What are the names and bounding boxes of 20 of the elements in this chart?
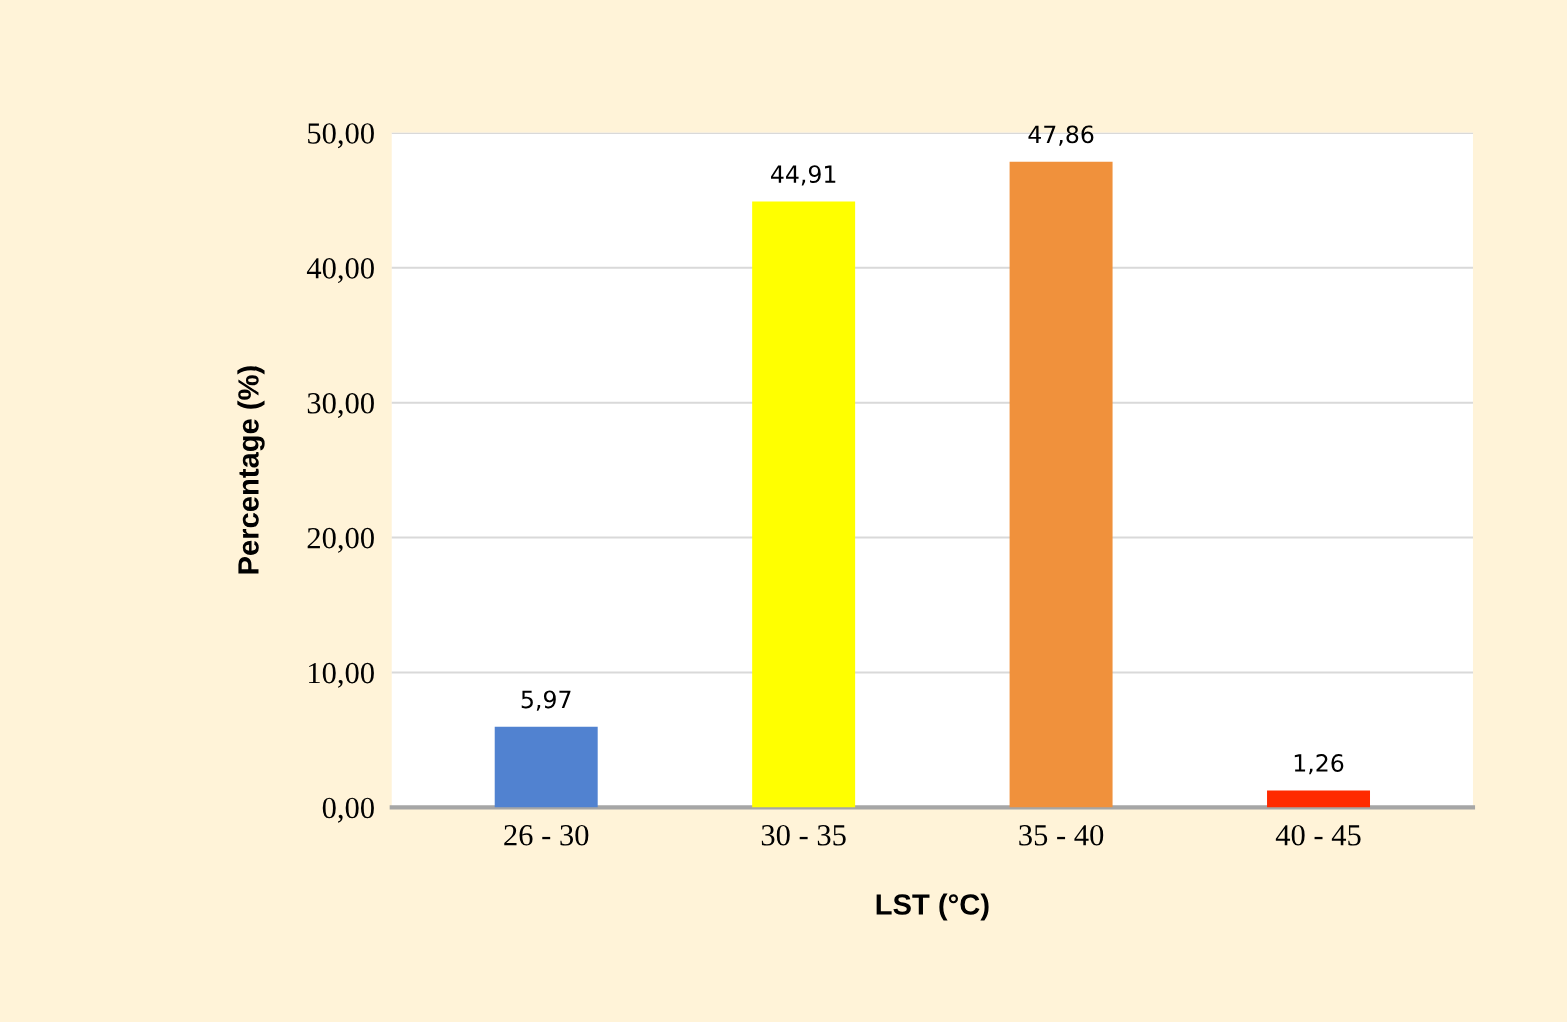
bar	[1267, 790, 1371, 808]
y-tick-label: 20,00	[307, 527, 374, 553]
bar	[1009, 161, 1113, 808]
data-label: 47,86	[1028, 125, 1094, 146]
x-axis-title: LST (°C)	[876, 893, 989, 921]
x-tick-label: 35 - 40	[1019, 824, 1104, 846]
x-tick-label: 26 - 30	[504, 824, 589, 846]
y-tick-label: 40,00	[306, 258, 374, 284]
y-tick-label: 30,00	[307, 392, 374, 418]
bar	[752, 201, 856, 808]
y-tick-label: 50,00	[308, 123, 374, 149]
bar	[494, 726, 598, 808]
data-label: 44,91	[771, 165, 836, 186]
x-tick-label: 40 - 45	[1275, 824, 1361, 846]
y-tick-label: 10,00	[309, 662, 374, 688]
data-label: 1,26	[1294, 754, 1344, 775]
y-tick-label: 0,00	[322, 797, 374, 823]
data-label: 5,97	[521, 690, 571, 711]
y-axis-title: Percentage (%)	[237, 366, 265, 574]
x-tick-label: 30 - 35	[761, 824, 846, 846]
